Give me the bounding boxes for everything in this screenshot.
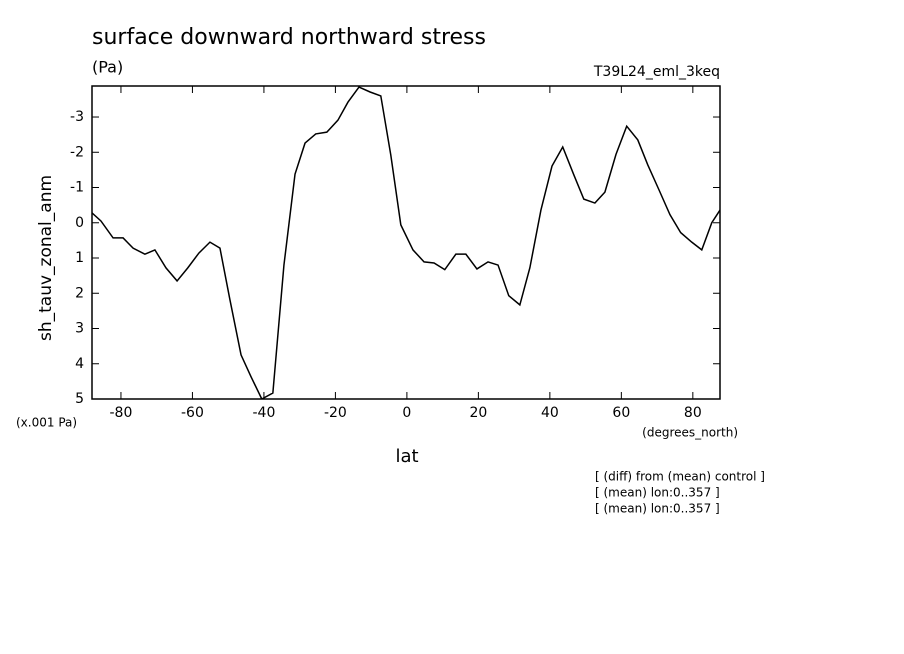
x-tick-label: 0 — [402, 405, 411, 421]
y-tick-label: 4 — [75, 356, 84, 372]
y-tick-label: 1 — [75, 250, 84, 266]
run-label: T39L24_eml_3keq — [593, 64, 720, 80]
x-tick-label: 60 — [612, 405, 630, 421]
note: [ (mean) lon:0..357 ] — [595, 486, 720, 500]
y-tick-label: 2 — [75, 285, 84, 301]
units: (Pa) — [92, 58, 123, 77]
x-tick-label: -20 — [324, 405, 347, 421]
x-units: (degrees_north) — [642, 426, 738, 440]
note: [ (diff) from (mean) control ] — [595, 470, 765, 484]
y-tick-label: 5 — [75, 391, 84, 407]
x-tick-label: -40 — [252, 405, 275, 421]
x-axis-label: lat — [395, 446, 418, 467]
note: [ (mean) lon:0..357 ] — [595, 502, 720, 516]
x-tick-label: -80 — [110, 405, 133, 421]
y-tick-label: 3 — [75, 321, 84, 337]
x-tick-label: 20 — [469, 405, 487, 421]
x-tick-label: 40 — [541, 405, 559, 421]
y-axis-label: sh_tauv_zonal_anm — [36, 175, 56, 341]
y-scale-note: (x.001 Pa) — [16, 416, 77, 430]
plot-frame — [91, 85, 721, 400]
y-tick-label: -1 — [70, 180, 84, 196]
x-tick-label: 80 — [684, 405, 702, 421]
x-tick-label: -60 — [181, 405, 204, 421]
y-tick-label: -3 — [70, 109, 84, 125]
line — [92, 86, 720, 399]
y-tick-label: 0 — [75, 215, 84, 231]
y-tick-label: -2 — [70, 144, 84, 160]
chart-title: surface downward northward stress — [92, 25, 486, 50]
